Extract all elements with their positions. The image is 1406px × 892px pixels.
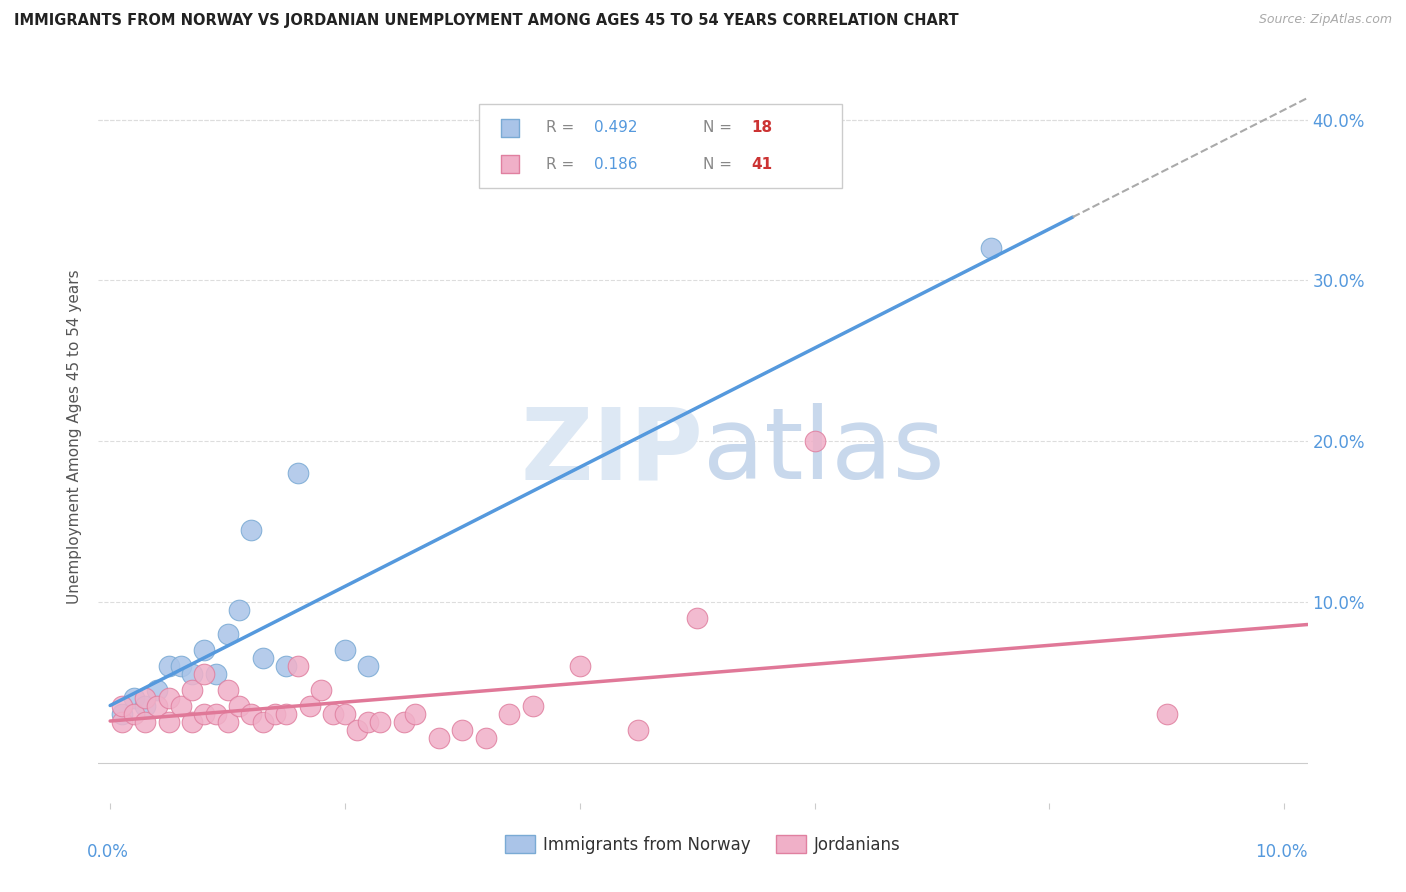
Point [357, 715, 380, 730]
Point [392, 715, 415, 730]
Text: 18: 18 [751, 120, 772, 136]
Point [193, 643, 215, 657]
Point [122, 691, 145, 706]
Point [169, 699, 191, 714]
Point [169, 659, 191, 673]
Point [346, 723, 368, 738]
Point [217, 683, 239, 698]
Point [368, 715, 391, 730]
Point [146, 683, 169, 698]
Text: 0.0%: 0.0% [87, 843, 128, 861]
Point [228, 603, 250, 617]
FancyBboxPatch shape [479, 104, 842, 188]
Point [451, 723, 474, 738]
Point [404, 707, 426, 722]
Point [240, 707, 263, 722]
Text: N =: N = [703, 120, 737, 136]
Point [111, 715, 134, 730]
Point [193, 707, 215, 722]
Point [263, 707, 285, 722]
Point [276, 707, 298, 722]
Point [333, 707, 356, 722]
Point [427, 731, 450, 746]
Point [134, 715, 156, 730]
Point [181, 683, 204, 698]
Point [686, 611, 709, 625]
Text: 0.186: 0.186 [595, 157, 638, 172]
Point [311, 683, 333, 698]
Point [522, 699, 544, 714]
Point [193, 667, 215, 681]
Point [298, 699, 321, 714]
Point [980, 241, 1002, 255]
Point [157, 659, 180, 673]
Point [287, 467, 309, 481]
Point [111, 699, 134, 714]
Point [287, 659, 309, 673]
Point [181, 667, 204, 681]
Point [240, 523, 263, 537]
Point [217, 627, 239, 641]
Y-axis label: Unemployment Among Ages 45 to 54 years: Unemployment Among Ages 45 to 54 years [67, 269, 83, 605]
Text: 41: 41 [751, 157, 772, 172]
Point [1156, 707, 1178, 722]
Text: 0.492: 0.492 [595, 120, 638, 136]
Point [181, 715, 204, 730]
Text: N =: N = [703, 157, 737, 172]
Text: ZIP: ZIP [520, 403, 703, 500]
Point [134, 699, 156, 714]
Point [217, 715, 239, 730]
Point [568, 659, 591, 673]
Point [157, 715, 180, 730]
Text: IMMIGRANTS FROM NORWAY VS JORDANIAN UNEMPLOYMENT AMONG AGES 45 TO 54 YEARS CORRE: IMMIGRANTS FROM NORWAY VS JORDANIAN UNEM… [14, 13, 959, 29]
Point [157, 691, 180, 706]
Point [322, 707, 344, 722]
Point [333, 643, 356, 657]
Point [475, 731, 498, 746]
Text: atlas: atlas [703, 403, 945, 500]
Point [627, 723, 650, 738]
Point [252, 651, 274, 665]
Text: Source: ZipAtlas.com: Source: ZipAtlas.com [1258, 13, 1392, 27]
Legend: Immigrants from Norway, Jordanians: Immigrants from Norway, Jordanians [498, 829, 908, 860]
Point [228, 699, 250, 714]
Point [146, 699, 169, 714]
Text: 10.0%: 10.0% [1256, 843, 1308, 861]
Point [357, 659, 380, 673]
Point [803, 434, 825, 449]
Text: R =: R = [546, 157, 579, 172]
Point [134, 691, 156, 706]
Point [122, 707, 145, 722]
Point [204, 707, 226, 722]
Point [111, 707, 134, 722]
Point [204, 667, 226, 681]
Point [276, 659, 298, 673]
Text: R =: R = [546, 120, 579, 136]
Point [498, 707, 520, 722]
Point [252, 715, 274, 730]
